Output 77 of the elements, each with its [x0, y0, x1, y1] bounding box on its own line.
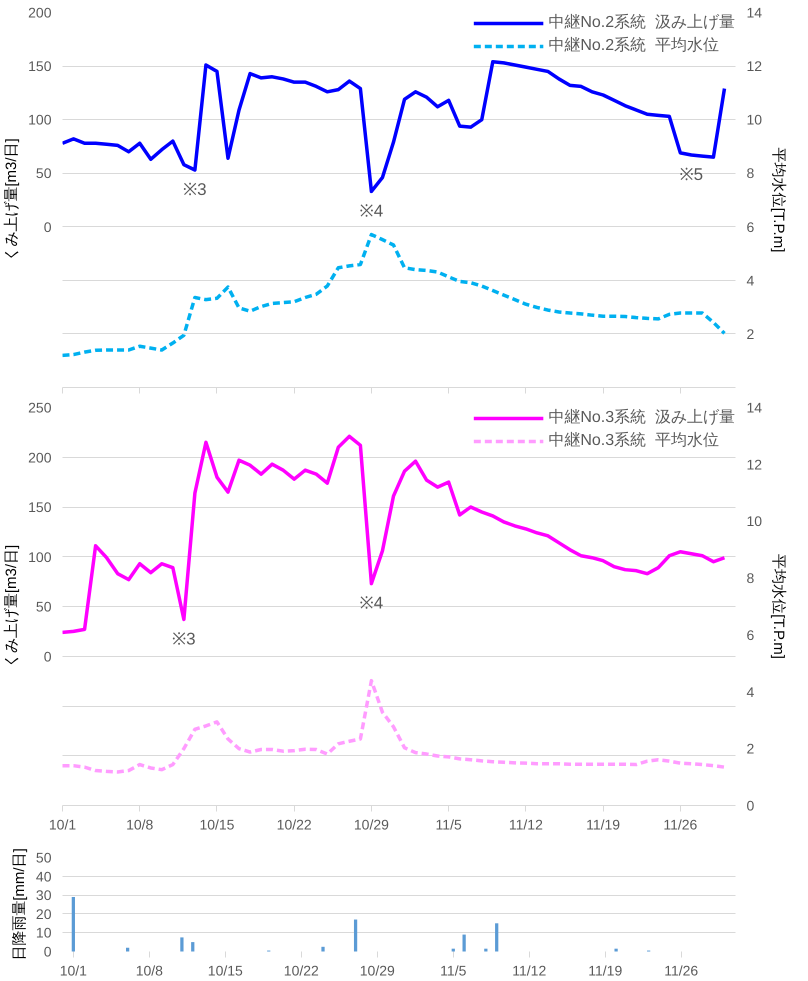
y2-tick-label: 4 — [746, 684, 754, 700]
x-tick-label: 10/1 — [48, 816, 76, 832]
bar — [484, 948, 488, 952]
y-axis-title: 日降雨量[mm/日] — [10, 848, 28, 961]
y-tick-label: 0 — [44, 648, 52, 664]
y2-tick-label: 0 — [746, 798, 754, 814]
bar — [614, 948, 618, 952]
x-tick-label: 11/19 — [586, 816, 620, 832]
x-tick-label: 11/12 — [508, 816, 544, 832]
y2-tick-label: 8 — [746, 165, 754, 182]
bar — [452, 948, 455, 952]
annotation: ※3 — [172, 629, 196, 648]
y-tick-label: 200 — [28, 4, 52, 20]
x-tick-label: 10/8 — [126, 816, 154, 832]
y-tick-label: 100 — [28, 112, 52, 128]
x-tick-label: 10/1 — [60, 962, 88, 978]
x-tick-label: 11/12 — [512, 962, 546, 978]
y-tick-label: 150 — [28, 499, 52, 515]
y-tick-label: 50 — [36, 165, 52, 182]
x-tick-label: 10/29 — [354, 816, 390, 832]
y-tick-label: 100 — [28, 548, 52, 565]
x-tick-label: 11/26 — [664, 962, 698, 978]
y2-tick-label: 12 — [746, 456, 762, 472]
bar — [354, 920, 358, 952]
y2-tick-label: 6 — [746, 218, 754, 235]
x-tick-label: 11/5 — [436, 816, 462, 832]
y2-tick-label: 10 — [746, 513, 762, 530]
annotation: ※4 — [360, 594, 384, 613]
y2-tick-label: 2 — [746, 740, 754, 757]
x-tick-label: 11/19 — [588, 962, 622, 978]
annotation: ※5 — [680, 165, 704, 184]
y-tick-label: 150 — [28, 58, 52, 74]
y2-tick-label: 12 — [746, 58, 762, 74]
y-axis-title: くみ上げ量[m3/日] — [3, 138, 20, 262]
y-tick-label: 20 — [36, 906, 52, 922]
y2-axis-title: 平均水位[T.P.m] — [770, 554, 788, 659]
bar — [72, 896, 75, 952]
line-series — [62, 232, 726, 358]
y2-tick-label: 8 — [746, 570, 754, 586]
x-tick-label: 11/26 — [663, 816, 698, 832]
legend-label: 中継No.3系統 汲み上げ量 — [548, 408, 735, 428]
x-tick-label: 10/22 — [276, 816, 312, 832]
y-tick-label: 250 — [28, 400, 52, 416]
y2-tick-label: 6 — [746, 626, 754, 643]
y-tick-label: 10 — [36, 924, 52, 941]
y-tick-label: 0 — [44, 218, 52, 235]
bar — [495, 923, 498, 952]
annotation: ※4 — [360, 201, 384, 220]
y-tick-label: 30 — [36, 887, 52, 904]
line-series — [62, 60, 726, 194]
y-tick-label: 200 — [28, 449, 52, 466]
bar — [191, 942, 194, 952]
x-tick-label: 10/29 — [360, 962, 396, 978]
bar — [126, 948, 130, 952]
x-tick-label: 10/22 — [284, 962, 320, 978]
legend-label: 中継No.2系統 平均水位 — [548, 36, 719, 56]
y2-tick-label: 4 — [746, 272, 754, 288]
y2-tick-label: 14 — [746, 400, 762, 416]
y-tick-label: 50 — [36, 598, 52, 614]
legend-label: 中継No.2系統 汲み上げ量 — [548, 12, 735, 33]
y-tick-label: 0 — [44, 944, 52, 960]
x-tick-label: 10/15 — [199, 816, 235, 832]
line-series — [62, 678, 726, 774]
y2-axis-title: 平均水位[T.P.m] — [770, 148, 788, 252]
y-tick-label: 50 — [36, 850, 52, 866]
legend-label: 中継No.3系統 平均水位 — [548, 430, 719, 451]
annotation: ※3 — [183, 180, 207, 199]
y2-tick-label: 14 — [746, 4, 762, 20]
y2-tick-label: 10 — [746, 112, 762, 128]
y2-tick-label: 2 — [746, 326, 754, 342]
x-tick-label: 11/5 — [440, 962, 467, 978]
bar — [462, 934, 466, 952]
x-tick-label: 10/15 — [208, 962, 244, 978]
y-axis-title: くみ上げ量[m3/日] — [3, 544, 20, 668]
x-tick-label: 10/8 — [136, 962, 164, 978]
y-tick-label: 40 — [36, 868, 52, 884]
bar — [180, 937, 184, 952]
